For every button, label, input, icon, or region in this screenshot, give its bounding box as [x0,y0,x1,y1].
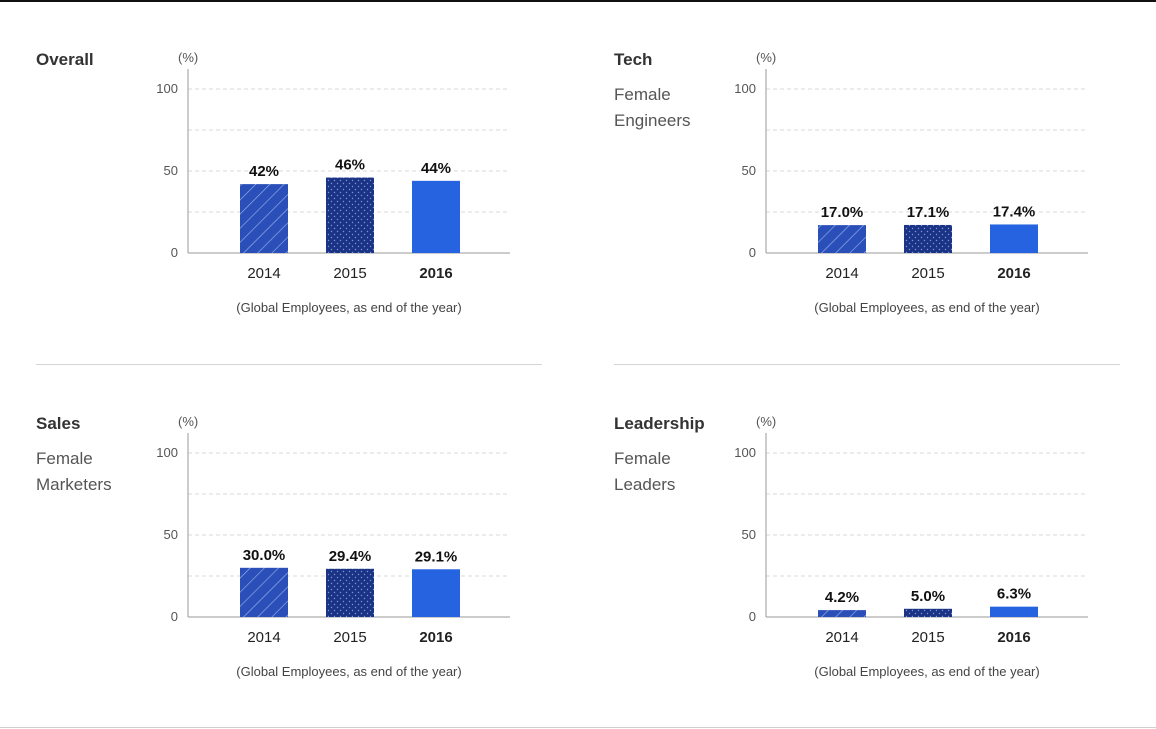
y-tick-label: 0 [749,245,756,260]
y-tick-label: 100 [734,81,756,96]
bar-2016 [412,569,460,617]
data-label: 30.0% [243,547,286,564]
bar-2015 [904,224,952,253]
chart-footnote: (Global Employees, as end of the year) [236,664,461,679]
chart-panel-leadership: Leadership Female Leaders (%) 0 50 100 4.2% 2… [614,414,1156,714]
data-label: 4.2% [825,589,859,606]
panel-title: Tech [614,50,653,69]
bar-2014 [240,184,288,253]
y-tick-label: 0 [171,245,178,260]
bar-2014 [240,567,288,617]
bar-chart-overall: (%) 0 50 100 42% 2014 46% 2015 44% 2016 (Global Em… [156,50,510,315]
panel-subtitle: Female Engineers [614,85,691,130]
data-label: 17.1% [907,204,950,221]
bar-2016 [990,606,1038,617]
bar-2015 [326,177,374,253]
section-divider-left [36,364,542,365]
chart-panel-tech: Tech Female Engineers (%) 0 50 100 17.0% 2014… [614,50,1156,350]
data-label: 6.3% [997,586,1031,603]
x-tick-label: 2014 [825,265,858,282]
data-label: 44% [421,160,451,177]
x-tick-label: 2015 [333,265,366,282]
y-tick-label: 0 [749,609,756,624]
x-tick-label: 2014 [247,629,280,646]
x-tick-label: 2015 [911,629,944,646]
x-tick-label: 2015 [333,629,366,646]
x-tick-label: 2016 [419,265,452,282]
y-unit-label: (%) [756,50,776,65]
chart-panel-sales: Sales Female Marketers (%) 0 50 100 30.0% 201… [36,414,596,714]
y-unit-label: (%) [178,50,198,65]
y-tick-label: 50 [742,163,756,178]
y-unit-label: (%) [756,414,776,429]
panel-title: Overall [36,50,94,69]
data-label: 17.0% [821,204,864,221]
x-tick-label: 2016 [997,629,1030,646]
y-tick-label: 100 [156,445,178,460]
y-tick-label: 100 [734,445,756,460]
bar-2016 [412,180,460,253]
data-label: 29.1% [415,548,458,565]
data-label: 17.4% [993,203,1036,220]
panel-subtitle: Female Leaders [614,449,676,494]
panel-title: Sales [36,414,81,433]
top-rule [0,0,1156,2]
y-tick-label: 50 [164,527,178,542]
x-tick-label: 2015 [911,265,944,282]
bar-chart-tech: (%) 0 50 100 17.0% 2014 17.1% 2015 17.4% 2016 (Glo… [734,50,1088,315]
panel-subtitle: Female Marketers [36,449,112,494]
bar-2015 [904,608,952,617]
y-unit-label: (%) [178,414,198,429]
bar-chart-leadership: (%) 0 50 100 4.2% 2014 5.0% 2015 6.3% 2016 (Global… [734,414,1088,679]
section-divider-right [614,364,1120,365]
bottom-rule [0,727,1156,728]
data-label: 42% [249,163,279,180]
bar-chart-sales: (%) 0 50 100 30.0% 2014 29.4% 2015 29.1% 2016 (Glo… [156,414,510,679]
y-tick-label: 0 [171,609,178,624]
bar-2014 [818,610,866,617]
x-tick-label: 2014 [247,265,280,282]
x-tick-label: 2016 [997,265,1030,282]
chart-footnote: (Global Employees, as end of the year) [814,664,1039,679]
data-label: 29.4% [329,548,372,565]
y-tick-label: 50 [164,163,178,178]
data-label: 46% [335,157,365,174]
panel-title: Leadership [614,414,705,433]
data-label: 5.0% [911,588,945,605]
x-tick-label: 2016 [419,629,452,646]
bar-2016 [990,224,1038,253]
chart-panel-overall: Overall (%) 0 50 100 42% 2014 46% 2015 44% 2016 (G… [36,50,596,350]
chart-footnote: (Global Employees, as end of the year) [236,300,461,315]
x-tick-label: 2014 [825,629,858,646]
y-tick-label: 100 [156,81,178,96]
bar-2014 [818,225,866,253]
chart-footnote: (Global Employees, as end of the year) [814,300,1039,315]
y-tick-label: 50 [742,527,756,542]
bar-2015 [326,568,374,617]
